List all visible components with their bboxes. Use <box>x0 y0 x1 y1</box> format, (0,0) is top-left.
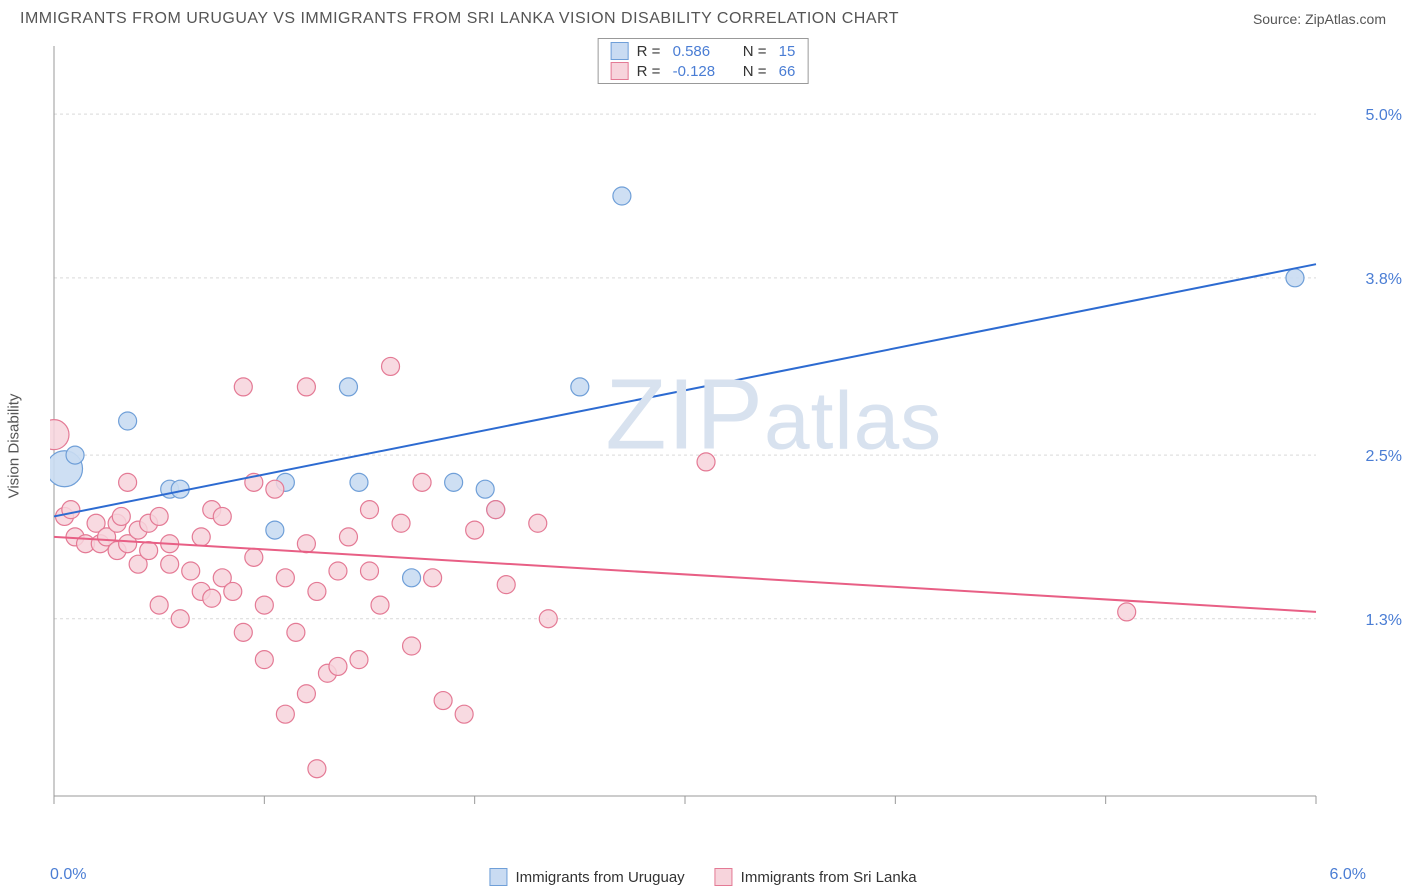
data-point <box>455 705 473 723</box>
data-point <box>66 446 84 464</box>
data-point <box>371 596 389 614</box>
data-point <box>308 582 326 600</box>
data-point <box>403 637 421 655</box>
data-point <box>255 651 273 669</box>
data-point <box>234 378 252 396</box>
data-point <box>171 610 189 628</box>
legend-stat-row: R = 0.586 N = 15 <box>599 41 808 61</box>
data-point <box>213 507 231 525</box>
data-point <box>403 569 421 587</box>
data-point <box>497 576 515 594</box>
data-point <box>62 501 80 519</box>
data-point <box>150 596 168 614</box>
legend-series-label: Immigrants from Uruguay <box>515 869 684 886</box>
y-axis-tick-label: 2.5% <box>1366 448 1402 466</box>
data-point <box>224 582 242 600</box>
data-point <box>350 473 368 491</box>
data-point <box>339 378 357 396</box>
legend-n-label: N = <box>739 63 771 80</box>
data-point <box>361 501 379 519</box>
data-point <box>1118 603 1136 621</box>
data-point <box>613 187 631 205</box>
data-point <box>339 528 357 546</box>
legend-swatch <box>611 62 629 80</box>
legend-series-label: Immigrants from Sri Lanka <box>741 869 917 886</box>
legend-series-item: Immigrants from Sri Lanka <box>715 868 917 886</box>
data-point <box>539 610 557 628</box>
data-point <box>329 657 347 675</box>
legend-r-label: R = <box>637 43 665 60</box>
data-point <box>392 514 410 532</box>
data-point <box>361 562 379 580</box>
data-point <box>140 542 158 560</box>
data-point <box>697 453 715 471</box>
data-point <box>329 562 347 580</box>
legend-n-label: N = <box>739 43 771 60</box>
data-point <box>445 473 463 491</box>
data-point <box>1286 269 1304 287</box>
trend-line <box>54 537 1316 612</box>
data-point <box>276 705 294 723</box>
scatter-chart-svg <box>50 36 1366 826</box>
data-point <box>529 514 547 532</box>
x-axis-min-label: 0.0% <box>50 866 86 884</box>
legend-n-value: 15 <box>779 43 796 60</box>
data-point <box>276 569 294 587</box>
y-axis-label: Vision Disability <box>6 394 23 499</box>
data-point <box>571 378 589 396</box>
data-point <box>424 569 442 587</box>
data-point <box>203 589 221 607</box>
data-point <box>234 623 252 641</box>
data-point <box>297 685 315 703</box>
data-point <box>476 480 494 498</box>
data-point <box>413 473 431 491</box>
data-point <box>266 521 284 539</box>
data-point <box>161 555 179 573</box>
legend-r-value: -0.128 <box>673 63 731 80</box>
data-point <box>255 596 273 614</box>
data-point <box>150 507 168 525</box>
data-point <box>192 528 210 546</box>
data-point <box>308 760 326 778</box>
data-point <box>245 548 263 566</box>
data-point <box>297 535 315 553</box>
legend-stats: R = 0.586 N = 15 R = -0.128 N = 66 <box>598 38 809 84</box>
x-axis-max-label: 6.0% <box>1330 866 1366 884</box>
y-axis-tick-label: 1.3% <box>1366 612 1402 630</box>
y-axis-tick-label: 5.0% <box>1366 107 1402 125</box>
data-point <box>50 420 69 450</box>
source-label: Source: ZipAtlas.com <box>1253 11 1386 27</box>
data-point <box>119 412 137 430</box>
data-point <box>112 507 130 525</box>
legend-series: Immigrants from Uruguay Immigrants from … <box>489 868 916 886</box>
legend-r-value: 0.586 <box>673 43 731 60</box>
data-point <box>297 378 315 396</box>
legend-n-value: 66 <box>779 63 796 80</box>
data-point <box>466 521 484 539</box>
legend-swatch <box>611 42 629 60</box>
data-point <box>382 357 400 375</box>
legend-swatch <box>489 868 507 886</box>
data-point <box>350 651 368 669</box>
legend-stat-row: R = -0.128 N = 66 <box>599 61 808 81</box>
data-point <box>266 480 284 498</box>
data-point <box>182 562 200 580</box>
legend-swatch <box>715 868 733 886</box>
legend-r-label: R = <box>637 63 665 80</box>
data-point <box>287 623 305 641</box>
data-point <box>119 473 137 491</box>
data-point <box>487 501 505 519</box>
legend-series-item: Immigrants from Uruguay <box>489 868 684 886</box>
y-axis-tick-label: 3.8% <box>1366 271 1402 289</box>
chart-area: ZIPatlas <box>50 36 1366 826</box>
chart-title: IMMIGRANTS FROM URUGUAY VS IMMIGRANTS FR… <box>20 10 899 28</box>
data-point <box>434 692 452 710</box>
